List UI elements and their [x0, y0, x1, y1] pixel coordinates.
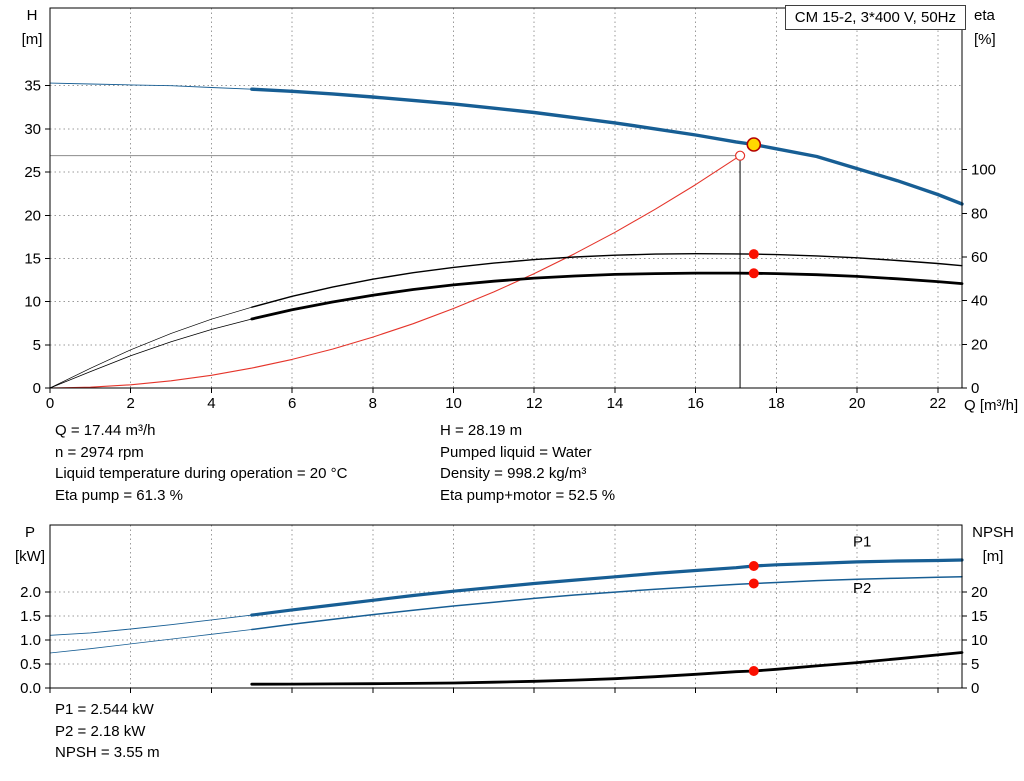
info-flow: Q = 17.44 m³/h [55, 422, 156, 439]
info-liquid-temp: Liquid temperature during operation = 20… [55, 465, 348, 483]
svg-text:22: 22 [929, 395, 946, 412]
eta-pump-point [748, 249, 759, 260]
svg-text:0: 0 [971, 680, 979, 697]
svg-text:15: 15 [24, 250, 41, 267]
svg-text:2.0: 2.0 [20, 584, 41, 601]
svg-text:5: 5 [33, 337, 41, 354]
power-info: P1 = 2.544 kW P2 = 2.18 kW NPSH = 3.55 m [55, 699, 160, 764]
info-pumped-liquid: Pumped liquid = Water [440, 443, 592, 461]
q-axis-label: Q [m³/h] [964, 397, 1019, 414]
p-axis-unit: [kW] [15, 548, 45, 565]
npsh-curve [250, 651, 964, 686]
requested-duty-point [734, 150, 746, 161]
duty-guide-lines [50, 155, 741, 388]
power-npsh-chart: 0.0 0.5 1.0 1.5 2.0 0 5 10 15 20 P1 P2 [20, 524, 988, 697]
axis-tick-labels: 0.0 0.5 1.0 1.5 2.0 0 5 10 15 20 [20, 584, 988, 697]
svg-text:40: 40 [971, 293, 988, 310]
svg-text:12: 12 [526, 395, 543, 412]
series-label-p1: P1 [853, 534, 871, 551]
svg-text:8: 8 [369, 395, 377, 412]
axis-ticks [45, 85, 967, 393]
p2-point [748, 578, 759, 589]
axis-tick-labels: 0 2 4 6 8 10 12 14 16 18 20 22 0 5 10 15 20 25 30 35 0 20 40 60… [24, 78, 996, 412]
svg-text:0.5: 0.5 [20, 656, 41, 673]
svg-text:35: 35 [24, 78, 41, 95]
svg-text:10: 10 [445, 395, 462, 412]
svg-text:0: 0 [971, 380, 979, 397]
info-p1: P1 = 2.544 kW [55, 701, 154, 718]
svg-text:0.0: 0.0 [20, 680, 41, 697]
plot-frame [49, 524, 963, 689]
svg-text:1.5: 1.5 [20, 608, 41, 625]
eta-axis-quantity: eta [974, 7, 995, 24]
svg-text:5: 5 [971, 656, 979, 673]
gridlines [50, 525, 962, 688]
info-eta-pump: Eta pump = 61.3 % [55, 487, 183, 505]
npsh-point [748, 666, 759, 676]
svg-text:25: 25 [24, 164, 41, 181]
info-head: H = 28.19 m [440, 422, 523, 439]
svg-text:10: 10 [24, 294, 41, 311]
plot-frame [49, 7, 963, 389]
npsh-axis-unit: [m] [982, 548, 1004, 565]
svg-text:20: 20 [971, 336, 988, 353]
hq-curve [49, 82, 964, 206]
eta-axis-unit: [%] [974, 31, 996, 48]
svg-text:1.0: 1.0 [20, 632, 41, 649]
eta-pump-curve [49, 252, 963, 389]
eta-pump-motor-point [748, 268, 759, 279]
info-npsh: NPSH = 3.55 m [55, 744, 160, 762]
svg-text:14: 14 [607, 395, 624, 412]
duty-info-right: H = 28.19 m Pumped liquid = Water Densit… [440, 420, 615, 507]
p-axis-quantity: P [24, 524, 35, 541]
h-axis-unit: [m] [21, 31, 43, 48]
svg-text:80: 80 [971, 205, 988, 222]
info-speed: n = 2974 rpm [55, 443, 144, 461]
info-eta-pump-motor: Eta pump+motor = 52.5 % [440, 487, 616, 505]
svg-text:16: 16 [687, 395, 704, 412]
p2-curve [49, 576, 963, 654]
svg-text:15: 15 [971, 608, 988, 625]
info-p2: P2 = 2.18 kW [55, 722, 146, 740]
eta-pump-motor-curve [49, 271, 964, 389]
series-label-p2: P2 [853, 580, 871, 597]
svg-text:100: 100 [971, 162, 996, 179]
p1-curve [49, 558, 964, 636]
h-axis-label: H [m] [14, 4, 50, 52]
duty-info-left: Q = 17.44 m³/h n = 2974 rpm Liquid tempe… [55, 420, 347, 507]
svg-text:2: 2 [127, 395, 135, 412]
svg-text:20: 20 [24, 207, 41, 224]
svg-text:4: 4 [207, 395, 215, 412]
npsh-axis-quantity: NPSH [972, 524, 1014, 541]
p1-point [748, 561, 759, 571]
svg-text:20: 20 [971, 584, 988, 601]
svg-text:30: 30 [24, 121, 41, 138]
info-density: Density = 998.2 kg/m³ [440, 465, 587, 483]
eta-axis-label: eta [%] [974, 4, 996, 52]
system-curve [49, 155, 741, 389]
svg-text:60: 60 [971, 249, 988, 266]
duty-point [746, 137, 762, 152]
svg-text:10: 10 [971, 632, 988, 649]
gridlines [50, 8, 962, 388]
pump-model-title: CM 15-2, 3*400 V, 50Hz [784, 5, 966, 30]
p-axis-label: P [kW] [10, 521, 50, 569]
svg-text:18: 18 [768, 395, 785, 412]
head-efficiency-chart: 0 2 4 6 8 10 12 14 16 18 20 22 0 5 10 15 20 25 30 35 0 20 40 60… [24, 7, 996, 412]
h-axis-quantity: H [26, 7, 38, 24]
svg-text:0: 0 [46, 395, 54, 412]
svg-text:6: 6 [288, 395, 296, 412]
svg-text:0: 0 [33, 380, 41, 397]
axis-ticks [45, 591, 967, 693]
svg-text:20: 20 [849, 395, 866, 412]
npsh-axis-label: NPSH [m] [964, 521, 1022, 569]
